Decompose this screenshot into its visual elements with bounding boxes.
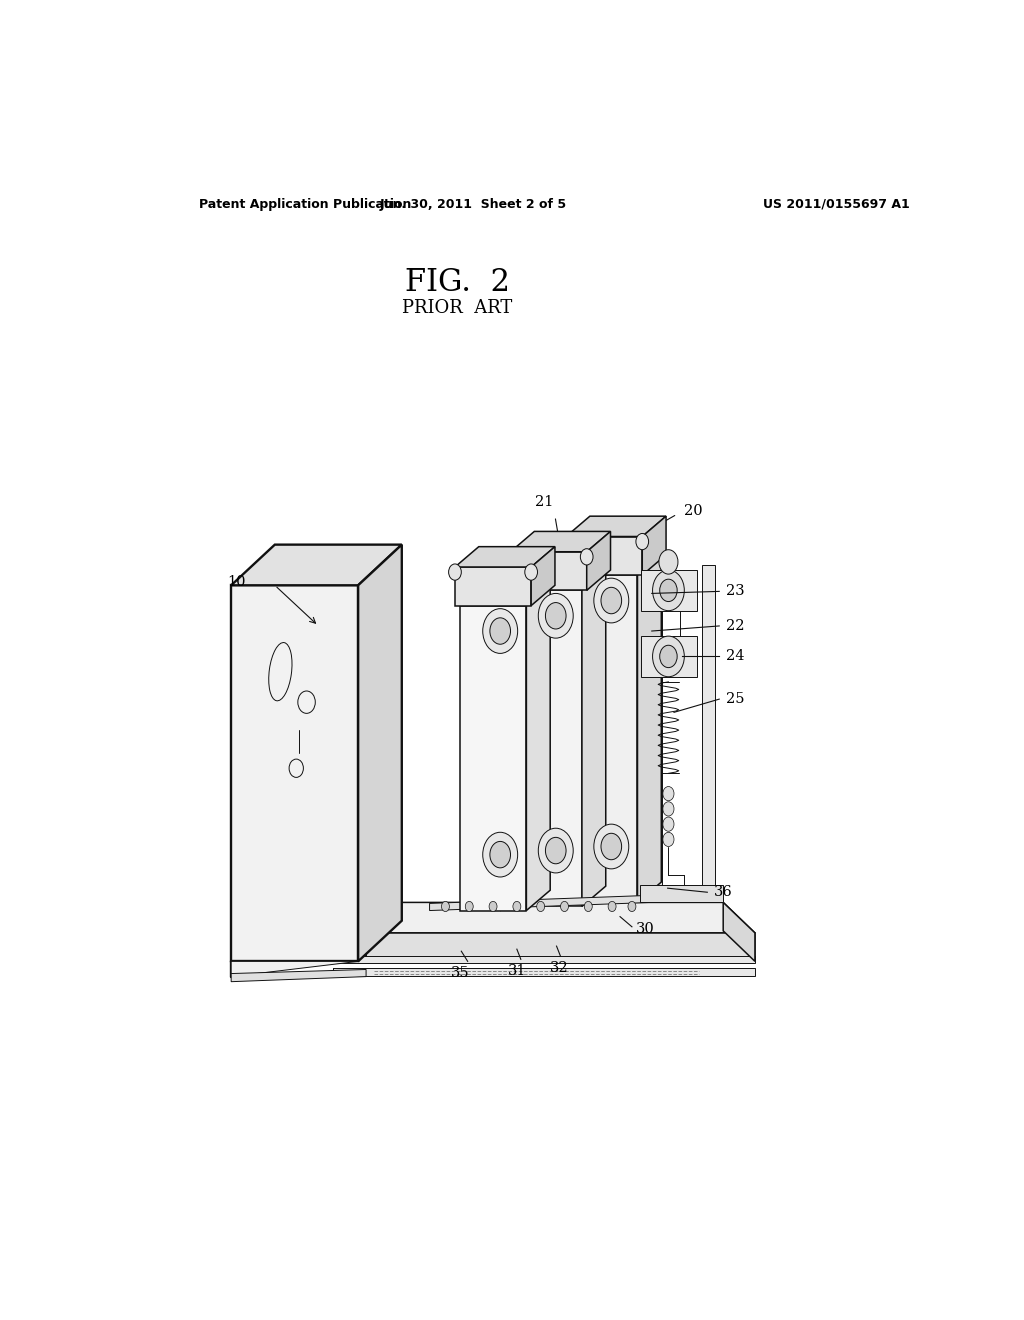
Polygon shape bbox=[455, 568, 531, 606]
Polygon shape bbox=[511, 552, 587, 590]
Polygon shape bbox=[566, 516, 666, 536]
Circle shape bbox=[560, 902, 568, 912]
Text: 35: 35 bbox=[451, 966, 469, 981]
Circle shape bbox=[594, 824, 629, 869]
Text: US 2011/0155697 A1: US 2011/0155697 A1 bbox=[763, 198, 909, 211]
Polygon shape bbox=[231, 961, 358, 977]
Polygon shape bbox=[701, 565, 715, 903]
Text: 22: 22 bbox=[726, 619, 744, 634]
Circle shape bbox=[601, 833, 622, 859]
Circle shape bbox=[504, 549, 517, 565]
Circle shape bbox=[539, 594, 573, 638]
Polygon shape bbox=[638, 554, 662, 903]
Text: PRIOR  ART: PRIOR ART bbox=[402, 298, 512, 317]
Polygon shape bbox=[582, 570, 606, 907]
Text: 10: 10 bbox=[227, 576, 246, 589]
Circle shape bbox=[628, 902, 636, 912]
Text: 31: 31 bbox=[508, 965, 526, 978]
Polygon shape bbox=[231, 969, 367, 982]
Polygon shape bbox=[231, 585, 358, 961]
Text: Jun. 30, 2011  Sheet 2 of 5: Jun. 30, 2011 Sheet 2 of 5 bbox=[380, 198, 566, 211]
Text: FIG.  2: FIG. 2 bbox=[404, 267, 510, 298]
Circle shape bbox=[482, 833, 518, 876]
Polygon shape bbox=[455, 546, 555, 568]
Polygon shape bbox=[515, 590, 582, 907]
Circle shape bbox=[489, 618, 511, 644]
Text: 36: 36 bbox=[714, 886, 732, 899]
Polygon shape bbox=[358, 545, 401, 961]
Text: 21: 21 bbox=[536, 495, 554, 510]
Circle shape bbox=[659, 579, 677, 602]
Text: 32: 32 bbox=[550, 961, 568, 975]
Polygon shape bbox=[642, 516, 666, 576]
Circle shape bbox=[560, 533, 572, 549]
Circle shape bbox=[489, 902, 497, 912]
Polygon shape bbox=[723, 903, 755, 961]
Polygon shape bbox=[430, 895, 652, 911]
Polygon shape bbox=[640, 886, 723, 903]
Circle shape bbox=[663, 801, 674, 816]
Circle shape bbox=[608, 902, 616, 912]
Polygon shape bbox=[333, 903, 755, 933]
Text: 30: 30 bbox=[636, 921, 654, 936]
Circle shape bbox=[652, 570, 684, 611]
Circle shape bbox=[652, 636, 684, 677]
Text: 24: 24 bbox=[726, 649, 744, 664]
Text: 23: 23 bbox=[726, 585, 744, 598]
Polygon shape bbox=[231, 545, 401, 585]
Circle shape bbox=[465, 902, 473, 912]
Circle shape bbox=[539, 828, 573, 873]
Circle shape bbox=[658, 549, 678, 574]
Polygon shape bbox=[641, 636, 697, 677]
Circle shape bbox=[524, 564, 538, 581]
Polygon shape bbox=[367, 933, 755, 961]
Circle shape bbox=[636, 533, 648, 549]
Polygon shape bbox=[333, 956, 755, 964]
Polygon shape bbox=[641, 570, 697, 611]
Circle shape bbox=[585, 902, 592, 912]
Text: Patent Application Publication: Patent Application Publication bbox=[200, 198, 412, 211]
Circle shape bbox=[546, 602, 566, 630]
Polygon shape bbox=[460, 606, 526, 911]
Circle shape bbox=[659, 645, 677, 668]
Polygon shape bbox=[526, 585, 550, 911]
Circle shape bbox=[513, 902, 521, 912]
Polygon shape bbox=[566, 536, 642, 576]
Polygon shape bbox=[587, 532, 610, 590]
Circle shape bbox=[489, 841, 511, 867]
Circle shape bbox=[537, 902, 545, 912]
Circle shape bbox=[601, 587, 622, 614]
Polygon shape bbox=[333, 903, 367, 961]
Circle shape bbox=[441, 902, 450, 912]
Text: 25: 25 bbox=[726, 692, 744, 706]
Circle shape bbox=[663, 817, 674, 832]
Circle shape bbox=[581, 549, 593, 565]
Circle shape bbox=[663, 833, 674, 846]
Polygon shape bbox=[648, 565, 663, 903]
Circle shape bbox=[663, 787, 674, 801]
Text: 20: 20 bbox=[684, 504, 702, 517]
Circle shape bbox=[449, 564, 461, 581]
Polygon shape bbox=[531, 546, 555, 606]
Polygon shape bbox=[570, 576, 638, 903]
Circle shape bbox=[546, 837, 566, 863]
Circle shape bbox=[594, 578, 629, 623]
Circle shape bbox=[482, 609, 518, 653]
Polygon shape bbox=[333, 969, 755, 975]
Polygon shape bbox=[511, 532, 610, 552]
